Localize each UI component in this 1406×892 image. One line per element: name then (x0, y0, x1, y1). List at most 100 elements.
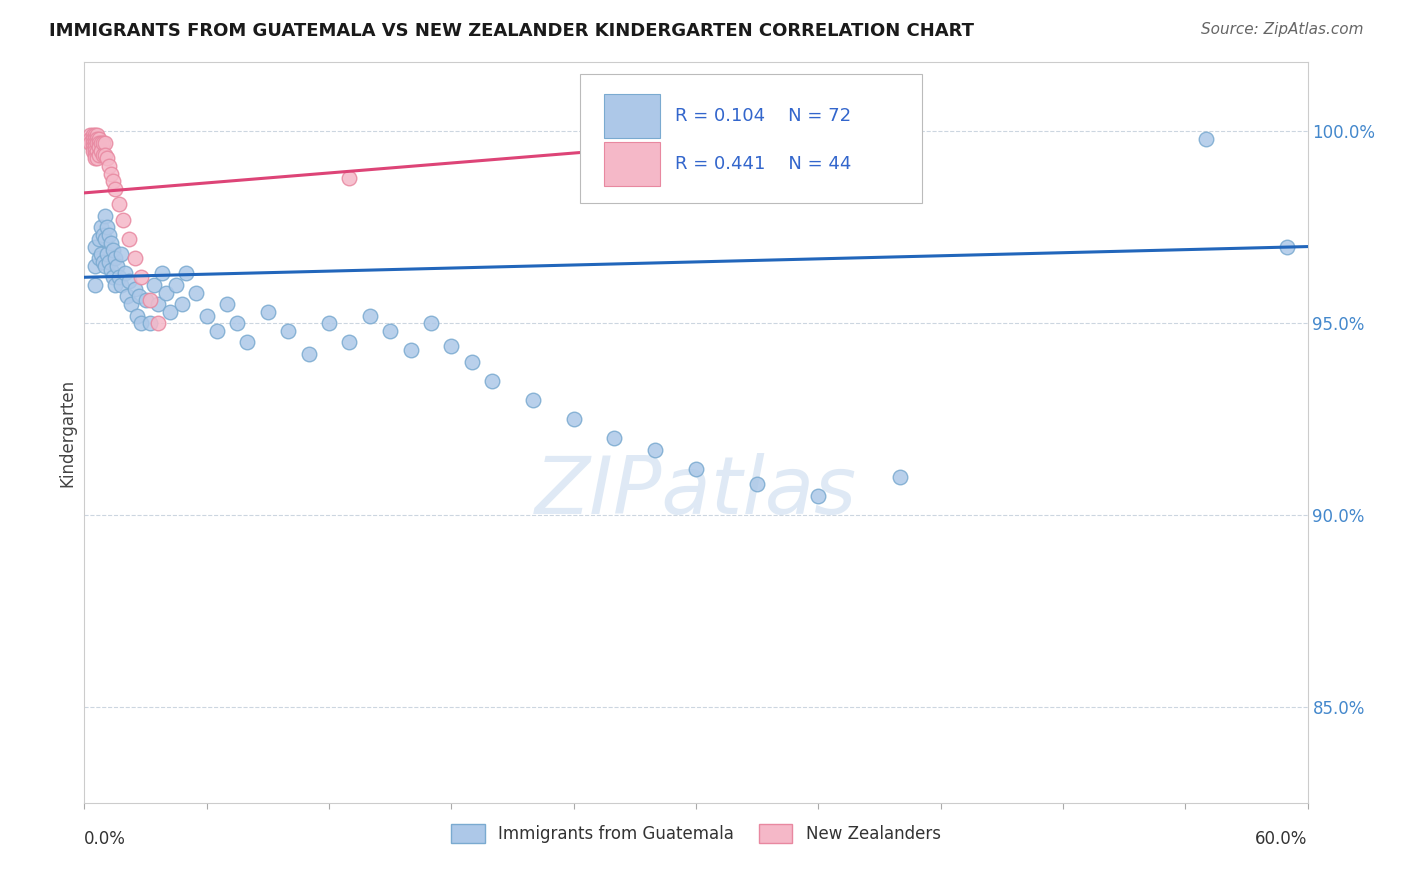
Point (90, 144, 112, 158)
Point (159, 305, 181, 319)
Point (124, 282, 146, 296)
Point (91, 147, 114, 161)
Point (101, 270, 124, 285)
Point (91, 136, 114, 150)
Point (86, 128, 108, 143)
Point (131, 270, 153, 285)
Point (83, 277, 105, 292)
Point (93, 259, 115, 273)
Point (87, 147, 110, 161)
Point (142, 277, 165, 292)
Point (807, 489, 830, 503)
Point (146, 297, 169, 311)
Point (93, 136, 115, 150)
Point (461, 354, 484, 368)
Point (128, 289, 150, 303)
Point (100, 262, 122, 277)
Point (82, 128, 104, 143)
Point (91, 255, 114, 269)
Point (79, 132, 101, 146)
Point (83, 259, 105, 273)
Point (226, 316, 249, 330)
Point (83, 144, 105, 158)
Point (91, 228, 114, 243)
Point (118, 274, 141, 288)
Point (96, 220, 118, 235)
Point (110, 277, 132, 292)
Point (1277, 239, 1299, 253)
Point (97, 255, 120, 269)
Point (83, 136, 105, 150)
Point (131, 316, 153, 330)
Point (112, 212, 135, 227)
FancyBboxPatch shape (579, 73, 922, 203)
Text: Source: ZipAtlas.com: Source: ZipAtlas.com (1201, 22, 1364, 37)
Point (420, 316, 443, 330)
Point (108, 197, 131, 211)
Point (96, 247, 118, 261)
Point (90, 247, 112, 261)
Point (83, 147, 105, 161)
Point (93, 147, 115, 161)
Point (79, 136, 101, 150)
Point (79, 128, 101, 143)
Point (100, 235, 122, 250)
Point (186, 285, 208, 300)
Text: R = 0.104    N = 72: R = 0.104 N = 72 (675, 107, 851, 125)
Point (205, 324, 228, 338)
Point (115, 289, 138, 303)
Point (96, 152, 118, 166)
Point (105, 259, 128, 273)
Point (399, 343, 422, 358)
Point (747, 477, 769, 491)
Point (174, 267, 197, 281)
Point (83, 132, 105, 146)
Point (150, 267, 173, 281)
Point (380, 324, 402, 338)
Point (114, 267, 136, 281)
Point (86, 144, 108, 158)
FancyBboxPatch shape (605, 95, 661, 138)
Point (83, 128, 105, 143)
Point (83, 140, 105, 154)
Point (138, 293, 160, 308)
Text: ZIPatlas: ZIPatlas (534, 453, 858, 531)
Point (82, 136, 104, 150)
Point (87, 132, 110, 146)
Point (522, 392, 544, 407)
Point (104, 182, 127, 196)
Text: 60.0%: 60.0% (1256, 830, 1308, 847)
Point (104, 277, 127, 292)
Point (339, 335, 361, 350)
Point (257, 305, 280, 319)
Point (86, 132, 108, 146)
Point (120, 297, 142, 311)
Point (83, 152, 105, 166)
Point (165, 277, 187, 292)
Text: IMMIGRANTS FROM GUATEMALA VS NEW ZEALANDER KINDERGARTEN CORRELATION CHART: IMMIGRANTS FROM GUATEMALA VS NEW ZEALAND… (49, 22, 974, 40)
Point (87, 251, 110, 265)
Point (146, 316, 169, 330)
Point (172, 297, 194, 311)
Point (217, 297, 239, 311)
Point (82, 140, 104, 154)
Point (100, 167, 122, 181)
Y-axis label: Kindergarten: Kindergarten (58, 378, 76, 487)
Point (807, 128, 830, 143)
Text: 0.0%: 0.0% (84, 830, 127, 847)
Point (562, 412, 585, 426)
Point (82, 132, 104, 146)
Point (110, 247, 132, 261)
Point (101, 244, 124, 258)
Point (603, 431, 626, 445)
Point (481, 374, 503, 388)
Point (277, 324, 299, 338)
Point (138, 316, 160, 330)
Point (118, 232, 141, 246)
FancyBboxPatch shape (605, 143, 661, 186)
Point (685, 462, 707, 476)
Point (87, 136, 110, 150)
Point (97, 228, 120, 243)
Point (90, 220, 112, 235)
Point (318, 316, 340, 330)
